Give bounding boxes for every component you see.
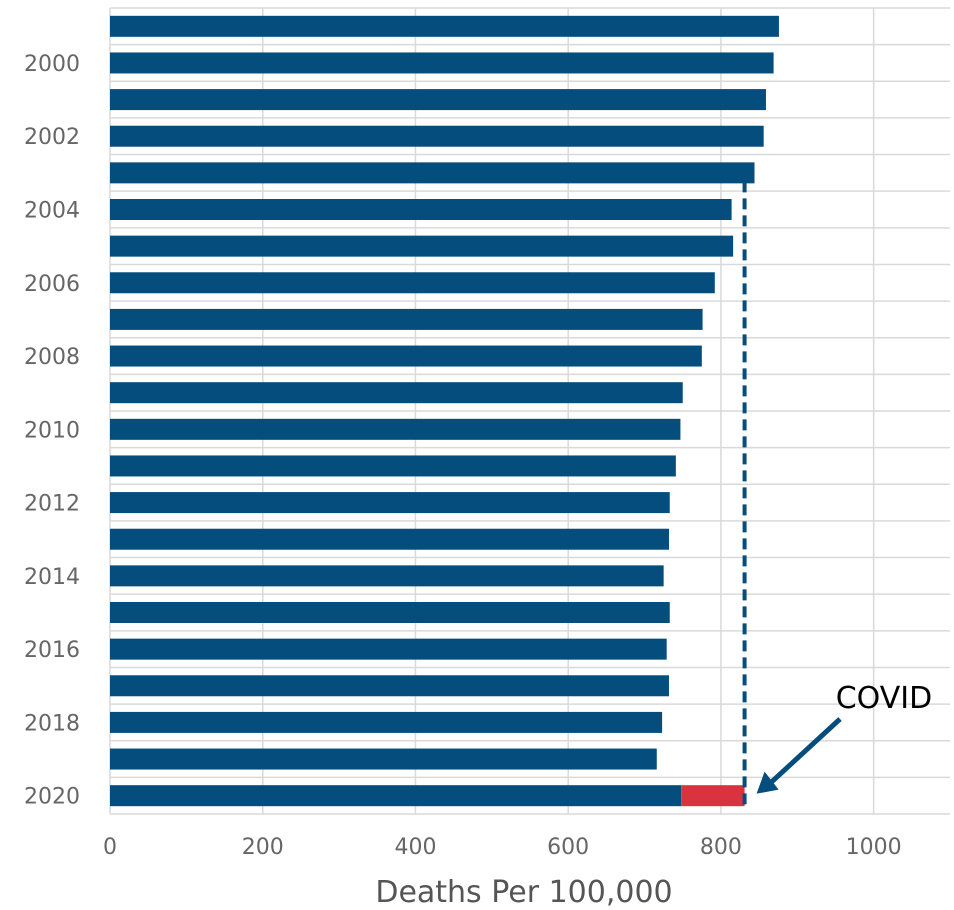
x-tick-label: 600 <box>547 835 589 860</box>
y-tick-label: 2000 <box>24 52 80 77</box>
bar-2019 <box>110 748 657 770</box>
bar-2010 <box>110 418 681 440</box>
annotation-arrow-head <box>756 771 779 794</box>
annotation-arrow-line <box>766 717 842 787</box>
bar-2014 <box>110 565 664 587</box>
y-tick-label: 2018 <box>24 711 80 736</box>
bar-2011 <box>110 455 676 477</box>
x-axis-ticks: 0 200 400 600 800 1000 <box>103 835 902 860</box>
y-tick-label: 2012 <box>24 492 80 517</box>
bar-2002 <box>110 125 764 147</box>
y-tick-label: 2014 <box>24 565 80 590</box>
x-axis-label: Deaths Per 100,000 <box>375 875 672 910</box>
y-tick-label: 2016 <box>24 638 80 663</box>
x-tick-label: 0 <box>103 835 117 860</box>
excess-bar-2020 <box>681 785 745 807</box>
y-tick-label: 2008 <box>24 345 80 370</box>
annotation-label: COVID <box>836 681 933 716</box>
bar-2008 <box>110 345 702 367</box>
y-tick-label: 2002 <box>24 125 80 150</box>
bar-2017 <box>110 675 669 697</box>
x-tick-label: 800 <box>700 835 742 860</box>
bar-1999 <box>110 15 779 37</box>
bars <box>110 15 779 807</box>
y-tick-label: 2006 <box>24 272 80 297</box>
grid-lines <box>109 7 950 815</box>
bar-2003 <box>110 162 755 184</box>
x-tick-label: 400 <box>394 835 436 860</box>
bar-2000 <box>110 52 774 74</box>
bar-2005 <box>110 235 734 257</box>
y-tick-label: 2020 <box>24 785 80 810</box>
bar-2016 <box>110 638 667 660</box>
x-tick-label: 200 <box>242 835 284 860</box>
bar-2013 <box>110 528 669 550</box>
bar-2015 <box>110 602 670 623</box>
bar-2012 <box>110 492 670 514</box>
y-tick-label: 2004 <box>24 199 80 224</box>
bar-2006 <box>110 272 715 294</box>
bar-2009 <box>110 382 683 404</box>
x-tick-label: 1000 <box>846 835 902 860</box>
bar-2001 <box>110 89 766 111</box>
bar-2004 <box>110 199 732 220</box>
bar-2007 <box>110 308 703 330</box>
bar-2020 <box>110 785 682 807</box>
covid-annotation: COVID <box>756 681 933 794</box>
y-axis-ticks: 2000 2002 2004 2006 2008 2010 2012 2014 2016 2018… <box>24 52 80 810</box>
bar-2018 <box>110 711 663 733</box>
y-tick-label: 2010 <box>24 418 80 443</box>
